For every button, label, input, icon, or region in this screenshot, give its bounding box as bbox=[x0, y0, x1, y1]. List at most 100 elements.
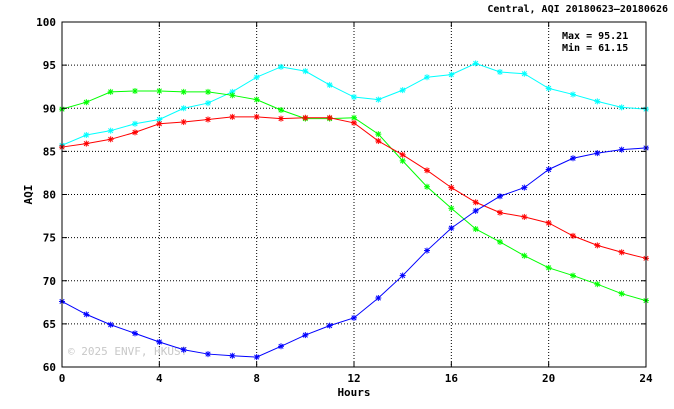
data-point bbox=[399, 87, 406, 94]
data-point bbox=[253, 113, 260, 120]
data-point bbox=[278, 106, 284, 113]
data-point bbox=[83, 140, 90, 147]
data-point bbox=[472, 226, 479, 232]
data-point bbox=[497, 209, 503, 216]
data-point bbox=[545, 166, 552, 173]
data-point bbox=[521, 70, 528, 77]
x-tick-label: 16 bbox=[445, 372, 459, 385]
y-tick-label: 65 bbox=[43, 318, 56, 331]
data-point bbox=[132, 330, 138, 337]
data-point bbox=[424, 183, 430, 190]
data-point bbox=[83, 99, 90, 106]
data-point bbox=[399, 157, 406, 164]
data-point bbox=[278, 63, 284, 70]
chart-title: Central, AQI 20180623–20180626 bbox=[487, 4, 668, 15]
data-point bbox=[375, 131, 382, 138]
data-point bbox=[570, 232, 576, 239]
data-point bbox=[448, 225, 455, 232]
data-point bbox=[497, 69, 503, 76]
data-point bbox=[278, 343, 284, 350]
data-point bbox=[472, 199, 479, 206]
y-axis-title: AQI bbox=[22, 185, 35, 205]
data-point bbox=[594, 150, 601, 157]
data-point bbox=[618, 290, 625, 297]
data-point bbox=[618, 104, 625, 111]
data-point bbox=[545, 219, 552, 226]
data-point bbox=[156, 338, 163, 345]
data-point bbox=[521, 184, 528, 191]
data-point bbox=[205, 100, 211, 107]
data-point bbox=[132, 120, 138, 127]
x-tick-label: 0 bbox=[59, 372, 66, 385]
data-point bbox=[107, 127, 114, 134]
data-point bbox=[594, 281, 601, 288]
data-point bbox=[375, 295, 382, 301]
data-point bbox=[570, 155, 576, 162]
data-point bbox=[448, 205, 455, 212]
data-point bbox=[180, 346, 187, 353]
data-point bbox=[618, 146, 625, 153]
data-point bbox=[132, 129, 138, 136]
data-point bbox=[156, 116, 163, 123]
data-point bbox=[253, 354, 260, 361]
y-tick-label: 70 bbox=[43, 275, 56, 288]
data-point bbox=[521, 252, 528, 259]
data-point bbox=[302, 114, 309, 121]
data-point bbox=[375, 96, 382, 103]
data-point bbox=[351, 94, 357, 101]
tick-layer: 0 4 8 12 16 20 24 60 65 70 75 80 85 90 95 100 bbox=[36, 16, 653, 385]
series-layer bbox=[59, 60, 649, 361]
x-tick-label: 20 bbox=[542, 372, 555, 385]
data-point bbox=[351, 314, 357, 321]
data-point bbox=[156, 88, 163, 94]
data-point bbox=[545, 85, 552, 92]
y-tick-label: 90 bbox=[43, 102, 56, 115]
data-point bbox=[229, 352, 236, 359]
data-point bbox=[83, 131, 90, 138]
y-tick-label: 75 bbox=[43, 232, 56, 245]
data-point bbox=[472, 60, 479, 67]
data-point bbox=[205, 351, 211, 358]
data-point bbox=[326, 322, 333, 329]
y-tick-label: 60 bbox=[43, 361, 56, 374]
data-point bbox=[424, 247, 430, 254]
data-point bbox=[302, 68, 309, 75]
data-point bbox=[326, 114, 333, 121]
data-point bbox=[521, 213, 528, 220]
data-point bbox=[326, 81, 333, 88]
data-point bbox=[448, 184, 455, 191]
data-point bbox=[253, 96, 260, 103]
data-point bbox=[253, 74, 260, 81]
data-point bbox=[570, 272, 576, 279]
data-point bbox=[545, 264, 552, 271]
data-point bbox=[618, 249, 625, 256]
x-tick-label: 4 bbox=[156, 372, 163, 385]
data-point bbox=[83, 311, 90, 318]
y-tick-label: 95 bbox=[43, 59, 56, 72]
data-point bbox=[229, 92, 236, 99]
data-point bbox=[424, 74, 430, 81]
data-point bbox=[424, 167, 430, 174]
stat-min: Min = 61.15 bbox=[562, 42, 628, 54]
data-point bbox=[180, 119, 187, 126]
x-axis-title: Hours bbox=[337, 386, 370, 399]
data-point bbox=[472, 207, 479, 214]
data-point bbox=[594, 98, 601, 105]
data-point bbox=[399, 272, 406, 279]
data-point bbox=[375, 138, 382, 145]
data-point bbox=[278, 115, 284, 122]
data-point bbox=[351, 114, 357, 121]
data-point bbox=[302, 332, 309, 339]
data-point bbox=[229, 113, 236, 120]
data-point bbox=[205, 88, 211, 95]
y-tick-label: 80 bbox=[43, 189, 56, 202]
data-point bbox=[399, 151, 406, 158]
data-point bbox=[132, 88, 138, 94]
y-tick-label: 100 bbox=[36, 16, 56, 29]
data-point bbox=[205, 116, 211, 123]
x-tick-label: 8 bbox=[253, 372, 260, 385]
data-point bbox=[180, 105, 187, 112]
x-tick-label: 24 bbox=[639, 372, 653, 385]
gridlines bbox=[62, 22, 646, 367]
x-tick-label: 12 bbox=[347, 372, 360, 385]
